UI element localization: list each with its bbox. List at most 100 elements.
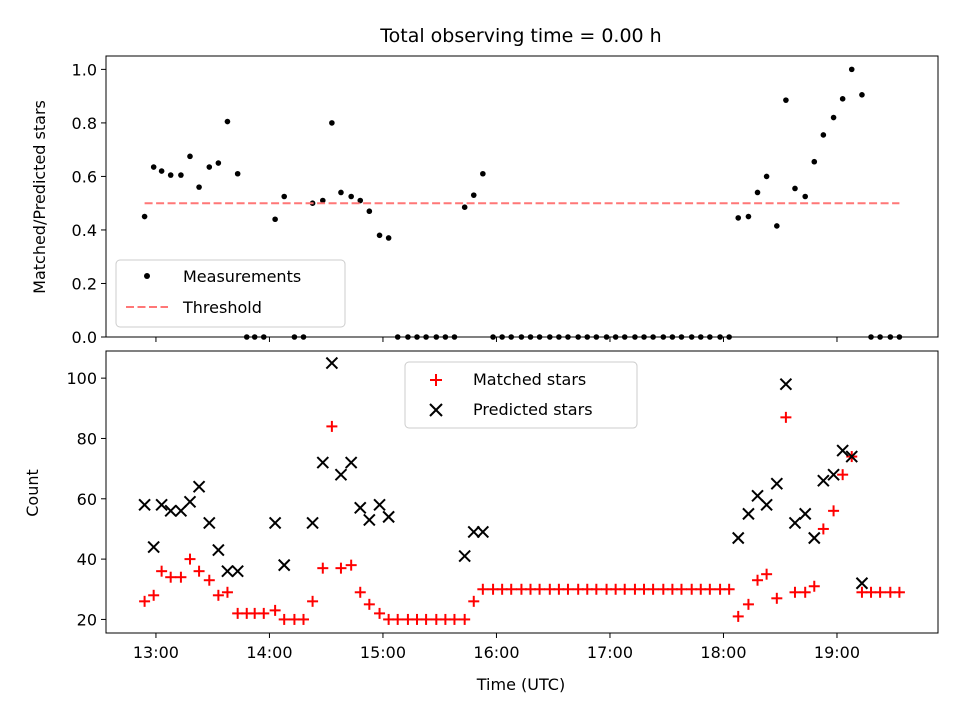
measurement-point: [763, 173, 770, 180]
matched-star-point: [139, 595, 151, 607]
measurement-point: [224, 118, 231, 125]
predicted-star-point: [316, 456, 330, 469]
matched-star-point: [675, 583, 687, 595]
measurement-point: [150, 164, 157, 170]
matched-star-point: [647, 583, 659, 595]
count-x-tick-label: 16:00: [473, 643, 519, 662]
measurement-point: [272, 216, 278, 223]
predicted-star-point: [732, 531, 745, 545]
matched-star-point: [828, 505, 840, 517]
measurement-point: [745, 213, 752, 220]
ratio-y-tick-label: 0.2: [72, 274, 97, 293]
matched-star-point: [363, 598, 375, 610]
count-x-tick-label: 19:00: [814, 643, 860, 662]
matched-star-point: [789, 586, 801, 598]
count-y-axis-label: Count: [23, 469, 42, 517]
matched-star-point: [392, 613, 404, 625]
predicted-star-point: [382, 510, 395, 524]
predicted-star-point: [779, 377, 793, 391]
matched-star-point: [212, 589, 224, 601]
matched-star-point: [477, 583, 489, 595]
predicted-star-point: [742, 507, 755, 521]
measurement-point: [187, 153, 193, 160]
measurement-point: [839, 96, 846, 102]
count-x-tick-label: 14:00: [246, 643, 292, 662]
count-x-ticks: 13:00 14:00 15:00 16:00 17:00 18:00 19:00: [133, 633, 860, 662]
predicted-star-point: [770, 477, 784, 490]
ratio-y-axis-label: Matched/Predicted stars: [30, 100, 49, 294]
count-y-tick-label: 40: [77, 550, 97, 569]
predicted-star-point: [808, 531, 821, 545]
legend-predicted-label: Predicted stars: [473, 400, 593, 419]
measurement-point: [329, 120, 335, 126]
matched-star-point: [184, 553, 196, 565]
matched-star-point: [837, 469, 849, 481]
predicted-star-point: [268, 516, 282, 530]
matched-star-point: [771, 592, 783, 604]
matched-star-point: [345, 559, 357, 571]
measurement-point: [830, 114, 837, 121]
legend-matched-marker: [430, 374, 442, 386]
measurement-point: [783, 97, 789, 103]
matched-star-point: [468, 595, 480, 607]
count-x-tick-label: 17:00: [587, 643, 633, 662]
matched-star-point: [590, 583, 602, 595]
measurement-point: [234, 170, 241, 177]
predicted-star-point: [334, 468, 348, 481]
predicted-star-point: [827, 468, 840, 481]
matched-star-point: [221, 586, 233, 598]
predicted-star-point: [788, 516, 802, 530]
predicted-star-point: [458, 549, 471, 563]
measurement-point: [820, 132, 827, 138]
ratio-y-tick-label: 1.0: [72, 60, 97, 79]
matched-star-point: [732, 610, 744, 622]
predicted-star-point: [344, 456, 358, 469]
measurement-point: [754, 189, 761, 196]
matched-star-point: [298, 613, 310, 625]
measurement-point: [385, 235, 392, 241]
predicted-star-point: [836, 444, 849, 457]
ratio-plot-frame: [105, 55, 939, 338]
ratio-y-tick-label: 0.4: [72, 221, 97, 240]
predicted-star-point: [164, 504, 177, 518]
matched-star-point: [278, 613, 290, 625]
matched-star-point: [326, 420, 338, 432]
predicted-star-point: [155, 498, 168, 512]
matched-star-point: [148, 589, 160, 601]
predicted-star-point: [373, 498, 386, 512]
predicted-star-point: [306, 516, 319, 530]
predicted-star-point: [277, 558, 291, 572]
measurement-point: [206, 164, 213, 170]
matched-star-point: [420, 613, 432, 625]
matched-star-point: [335, 562, 347, 574]
matched-star-point: [893, 586, 905, 598]
legend-measurements-label: Measurements: [183, 267, 301, 286]
ratio-legend-box: [115, 259, 346, 328]
matched-star-point: [354, 586, 366, 598]
matched-star-point: [619, 583, 631, 595]
predicted-star-point: [363, 513, 376, 527]
x-axis-label: Time (UTC): [476, 675, 565, 694]
count-x-tick-label: 18:00: [700, 643, 746, 662]
predicted-star-point: [231, 564, 244, 578]
predicted-star-point: [354, 501, 367, 515]
matched-star-point: [534, 583, 546, 595]
predicted-star-point: [476, 525, 490, 539]
predicted-star-point: [138, 498, 151, 512]
ratio-x-ticks: [155, 337, 838, 342]
matched-star-point: [374, 607, 386, 619]
measurement-point: [461, 204, 468, 211]
ratio-y-tick-label: 0.6: [72, 167, 97, 186]
measurement-point: [480, 170, 486, 177]
matched-star-point: [780, 411, 792, 423]
count-y-tick-label: 100: [66, 369, 97, 388]
matched-star-point: [269, 604, 281, 616]
ratio-y-tick-label: 0.8: [72, 114, 97, 133]
measurement-point: [141, 213, 148, 220]
legend-threshold-label: Threshold: [182, 298, 262, 317]
matched-star-point: [704, 583, 716, 595]
predicted-star-point: [798, 507, 812, 521]
predicted-star-point: [325, 356, 339, 370]
matched-star-point: [317, 562, 329, 574]
